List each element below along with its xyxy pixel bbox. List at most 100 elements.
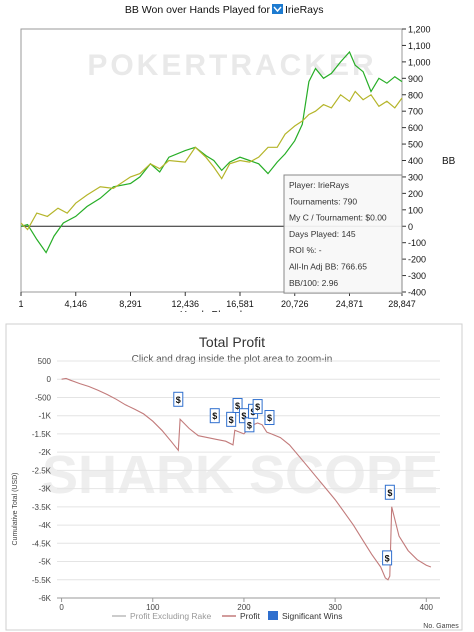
stats-tooltip: Player: IrieRays Tournaments: 790 My C / T… — [283, 174, 403, 294]
x-tick-label: 4,146 — [64, 299, 87, 309]
x-tick-label: 400 — [420, 603, 434, 612]
x-tick-label: 1 — [18, 299, 23, 309]
y-tick-label: 600 — [408, 123, 423, 133]
series-line-series_a — [20, 50, 403, 254]
significant-win-marker[interactable]: $ — [173, 391, 184, 407]
dollar-icon: $ — [229, 415, 234, 425]
y-tick-label: -300 — [408, 271, 426, 281]
y-tick-label: -3K — [39, 485, 52, 494]
y-tick-label: -500 — [35, 393, 52, 402]
divider — [0, 312, 474, 318]
y-tick-label: 1,100 — [408, 41, 431, 51]
y-tick-label: 0 — [408, 222, 413, 232]
y-tick-label: -2.5K — [32, 466, 52, 475]
tooltip-box — [283, 174, 403, 294]
y-tick-label: 100 — [408, 205, 423, 215]
total-profit-chart: Total Profit Click and drag inside the p… — [5, 323, 463, 631]
x-tick-label: 12,436 — [171, 299, 199, 309]
legend[interactable]: Profit Excluding Rake Profit Significant W… — [112, 611, 342, 621]
legend-label: Profit — [240, 611, 260, 621]
dollar-icon: $ — [267, 413, 272, 423]
x-tick-label: 16,581 — [226, 299, 254, 309]
sharkscope-watermark: SHARK SCOPE — [42, 445, 438, 505]
y-tick-label: -3.5K — [32, 503, 52, 512]
dollar-icon: $ — [387, 488, 392, 498]
significant-win-badge — [264, 410, 275, 426]
significant-win-badge — [173, 391, 184, 407]
tooltip-line: All-In Adj BB: 766.65 — [289, 262, 367, 272]
dollar-icon: $ — [235, 401, 240, 411]
tooltip-line: ROI %: - — [289, 245, 322, 255]
x-tick-label: 8,291 — [119, 299, 142, 309]
significant-win-badge — [382, 550, 393, 566]
y-tick-label: -4K — [39, 521, 52, 530]
x-axis-label: No. Games — [423, 623, 459, 630]
significant-win-badge — [226, 411, 237, 427]
significant-win-marker[interactable]: $ — [244, 417, 255, 433]
y-tick-label: 900 — [408, 74, 423, 84]
significant-win-marker[interactable]: $ — [264, 410, 275, 426]
y-tick-label: 200 — [408, 189, 423, 199]
legend-label: Significant Wins — [282, 611, 342, 621]
y-axis-label: BB — [442, 156, 456, 167]
tooltip-line: BB/100: 2.96 — [289, 278, 338, 288]
y-axis-label: Cumulative Total (USD) — [12, 472, 19, 545]
x-tick-label: 200 — [237, 603, 251, 612]
x-tick-label: 100 — [146, 603, 160, 612]
legend-item-profit-excluding-rake[interactable]: Profit Excluding Rake — [112, 611, 212, 621]
tooltip-line: Days Played: 145 — [289, 229, 356, 239]
significant-win-badge — [232, 397, 243, 413]
significant-win-marker[interactable]: $ — [252, 399, 263, 415]
pt-watermark: POKERTRACKER — [87, 49, 376, 82]
series-line-series_b — [20, 90, 403, 231]
significant-win-badge — [209, 408, 220, 424]
significant-win-marker[interactable]: $ — [232, 397, 243, 413]
x-tick-label: 24,871 — [336, 299, 364, 309]
x-tick-label: 28,847 — [388, 299, 416, 309]
legend-item-significant-wins[interactable]: Significant Wins — [268, 611, 342, 621]
y-tick-label: 300 — [408, 172, 423, 182]
chart-title: Total Profit — [199, 334, 265, 350]
y-tick-label: -1K — [39, 412, 52, 421]
significant-win-marker[interactable]: $ — [226, 411, 237, 427]
y-tick-label: 0 — [47, 375, 52, 384]
tooltip-line: Player: IrieRays — [289, 180, 349, 190]
y-tick-label: -2K — [39, 448, 52, 457]
x-axis-label: Hands Played — [180, 310, 242, 312]
tooltip-line: Tournaments: 790 — [289, 196, 357, 206]
tooltip-line: My C / Tournament: $0.00 — [289, 213, 387, 223]
legend-item-profit[interactable]: Profit — [222, 611, 260, 621]
dollar-icon: $ — [212, 411, 217, 421]
significant-win-marker[interactable]: $ — [209, 408, 220, 424]
y-tick-label: -6K — [39, 594, 52, 603]
significant-win-badge — [252, 399, 263, 415]
y-tick-label: 800 — [408, 90, 423, 100]
player-icon — [272, 4, 283, 14]
legend-swatch — [268, 611, 278, 620]
y-tick-label: 700 — [408, 107, 423, 117]
dollar-icon: $ — [255, 402, 260, 412]
y-tick-label: 400 — [408, 156, 423, 166]
chart-title-prefix: BB Won over Hands Played for — [125, 4, 271, 16]
y-tick-label: 1,000 — [408, 57, 431, 67]
y-tick-label: 1,200 — [408, 25, 431, 35]
y-tick-label: 500 — [38, 357, 52, 366]
chart-player-name: IrieRays — [285, 4, 324, 16]
y-tick-label: -5.5K — [32, 576, 52, 585]
dollar-icon: $ — [247, 420, 252, 430]
y-tick-label: -200 — [408, 255, 426, 265]
dollar-icon: $ — [385, 553, 390, 563]
x-tick-label: 0 — [59, 603, 64, 612]
chart-subtitle: Click and drag inside the plot area to z… — [132, 354, 333, 365]
significant-win-marker[interactable]: $ — [382, 550, 393, 566]
dollar-icon: $ — [241, 411, 246, 421]
significant-win-marker[interactable]: $ — [384, 484, 395, 500]
y-tick-label: -5K — [39, 558, 52, 567]
significant-win-badge — [384, 484, 395, 500]
x-tick-label: 300 — [328, 603, 342, 612]
y-tick-label: -400 — [408, 288, 426, 298]
x-tick-label: 20,726 — [281, 299, 309, 309]
y-tick-label: 500 — [408, 140, 423, 150]
bb-won-chart: BB Won over Hands Played for IrieRays PO… — [18, 4, 456, 312]
y-tick-label: -100 — [408, 238, 426, 248]
